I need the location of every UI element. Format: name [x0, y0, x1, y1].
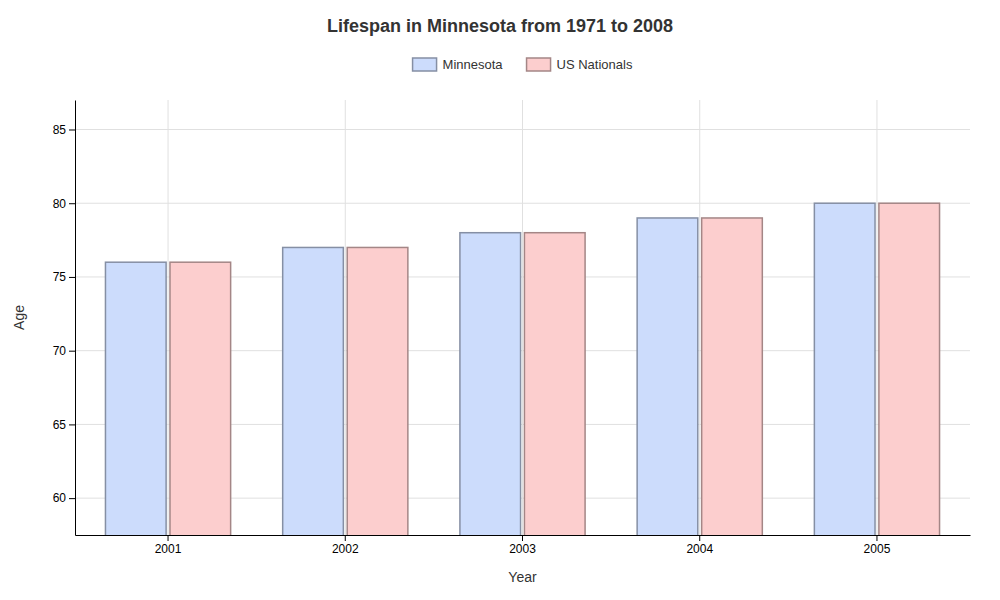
bar: [170, 262, 231, 535]
tick-label: 2002: [332, 542, 359, 556]
tick-label: 2005: [864, 542, 891, 556]
tick-label: 85: [53, 123, 67, 137]
bar-series: [105, 203, 875, 535]
tick-label: 65: [53, 418, 67, 432]
tick-label: 80: [53, 197, 67, 211]
tick-mark: [699, 535, 700, 541]
tick: 60: [53, 491, 75, 505]
tick-mark: [69, 277, 75, 278]
grid-line: [699, 100, 700, 535]
tick-mark: [168, 535, 169, 541]
bar: [637, 218, 698, 535]
grid-line: [876, 100, 877, 535]
bars: [105, 203, 939, 535]
legend-label: US Nationals: [557, 57, 633, 72]
tick-mark: [522, 535, 523, 541]
bar: [105, 262, 166, 535]
tick-label: 2003: [509, 542, 536, 556]
y-axis: 60 65 70 75 80 85: [53, 101, 76, 536]
legend-item: Minnesota: [413, 57, 504, 72]
chart: 60 65 70 75 80 85 2001 2002 2003 2004 2005 Lifespan…: [0, 0, 1000, 600]
tick-label: 75: [53, 270, 67, 284]
tick-mark: [69, 424, 75, 425]
tick-mark: [69, 498, 75, 499]
grid-line: [345, 100, 346, 535]
tick: 70: [53, 344, 75, 358]
grid-line: [522, 100, 523, 535]
bar: [347, 247, 408, 535]
x-axis-title: Year: [508, 569, 537, 585]
bar: [702, 218, 763, 535]
tick-label: 2004: [686, 542, 713, 556]
grid-line: [168, 100, 169, 535]
bar-series: [170, 203, 940, 535]
legend-swatch: [527, 58, 551, 71]
bar: [524, 233, 585, 535]
tick: 2003: [509, 535, 536, 556]
tick: 80: [53, 197, 75, 211]
tick: 2002: [332, 535, 359, 556]
tick-mark: [345, 535, 346, 541]
tick: 2004: [686, 535, 713, 556]
axis-line: [75, 101, 76, 536]
bar: [814, 203, 875, 535]
title: Lifespan in Minnesota from 1971 to 2008: [327, 16, 673, 36]
tick-mark: [69, 129, 75, 130]
tick-label: 70: [53, 344, 67, 358]
tick: 2001: [155, 535, 182, 556]
tick-mark: [69, 351, 75, 352]
legend-item: US Nationals: [527, 57, 633, 72]
tick-label: 2001: [155, 542, 182, 556]
tick: 65: [53, 418, 75, 432]
bar: [879, 203, 940, 535]
tick-label: 60: [53, 491, 67, 505]
bar: [283, 247, 344, 535]
tick: 75: [53, 270, 75, 284]
legend-swatch: [413, 58, 437, 71]
legend: Minnesota US Nationals: [413, 57, 633, 72]
x-axis: 2001 2002 2003 2004 2005: [76, 535, 971, 556]
bar: [460, 233, 521, 535]
tick: 2005: [864, 535, 891, 556]
tick-mark: [876, 535, 877, 541]
tick-mark: [69, 203, 75, 204]
y-axis-title: Age: [11, 305, 27, 330]
plot: 60 65 70 75 80 85 2001 2002 2003 2004 2005: [53, 100, 971, 600]
legend-label: Minnesota: [443, 57, 504, 72]
tick: 85: [53, 123, 75, 137]
